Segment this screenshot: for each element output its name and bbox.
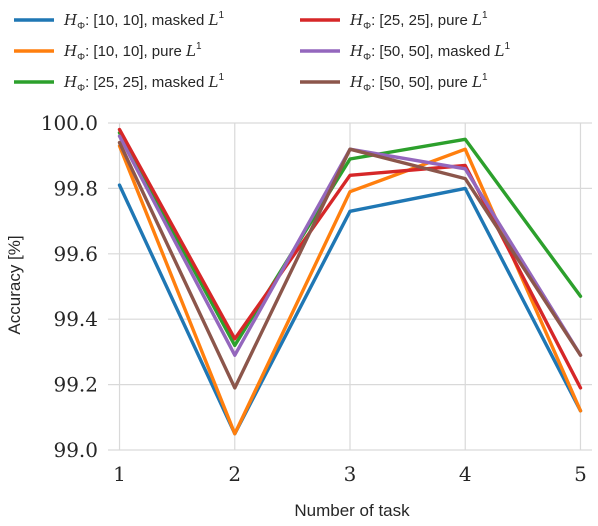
legend-item-5: HΦ: [50, 50], masked L1 xyxy=(300,41,510,63)
legend-item-6: HΦ: [50, 50], pure L1 xyxy=(300,72,488,94)
series-line-6 xyxy=(117,140,583,390)
legend-label: HΦ: [25, 25], masked L1 xyxy=(63,72,224,94)
legend-label: HΦ: [50, 50], masked L1 xyxy=(349,41,510,63)
x-tick-label: 3 xyxy=(344,462,357,486)
legend-item-4: HΦ: [25, 25], pure L1 xyxy=(300,10,488,32)
x-axis-label: Number of task xyxy=(294,501,410,520)
x-axis-ticks: 1 2 3 4 5 xyxy=(113,462,587,486)
series-line-3 xyxy=(117,131,583,348)
y-axis-label: Accuracy [%] xyxy=(5,235,24,334)
series-lines xyxy=(117,127,583,436)
y-tick-label: 99.4 xyxy=(53,307,98,331)
legend-label: HΦ: [25, 25], pure L1 xyxy=(349,10,488,32)
legend-item-1: HΦ: [10, 10], masked L1 xyxy=(14,10,224,32)
legend-item-3: HΦ: [25, 25], masked L1 xyxy=(14,72,224,94)
grid xyxy=(108,122,592,451)
y-axis-ticks: 99.0 99.2 99.4 99.6 99.8 100.0 xyxy=(41,111,98,462)
x-tick-label: 1 xyxy=(113,462,126,486)
legend-label: HΦ: [10, 10], pure L1 xyxy=(63,41,202,63)
legend: HΦ: [10, 10], masked L1 HΦ: [10, 10], pur… xyxy=(14,10,510,94)
y-tick-label: 99.8 xyxy=(53,176,98,200)
series-line-1 xyxy=(117,183,583,436)
x-tick-label: 4 xyxy=(459,462,472,486)
y-tick-label: 99.2 xyxy=(53,373,98,397)
x-tick-label: 2 xyxy=(228,462,241,486)
legend-label: HΦ: [10, 10], masked L1 xyxy=(63,10,224,32)
legend-item-2: HΦ: [10, 10], pure L1 xyxy=(14,41,202,63)
y-tick-label: 99.0 xyxy=(53,438,98,462)
x-tick-label: 5 xyxy=(574,462,587,486)
y-tick-label: 100.0 xyxy=(41,111,98,135)
y-tick-label: 99.6 xyxy=(53,242,98,266)
legend-label: HΦ: [50, 50], pure L1 xyxy=(349,72,488,94)
